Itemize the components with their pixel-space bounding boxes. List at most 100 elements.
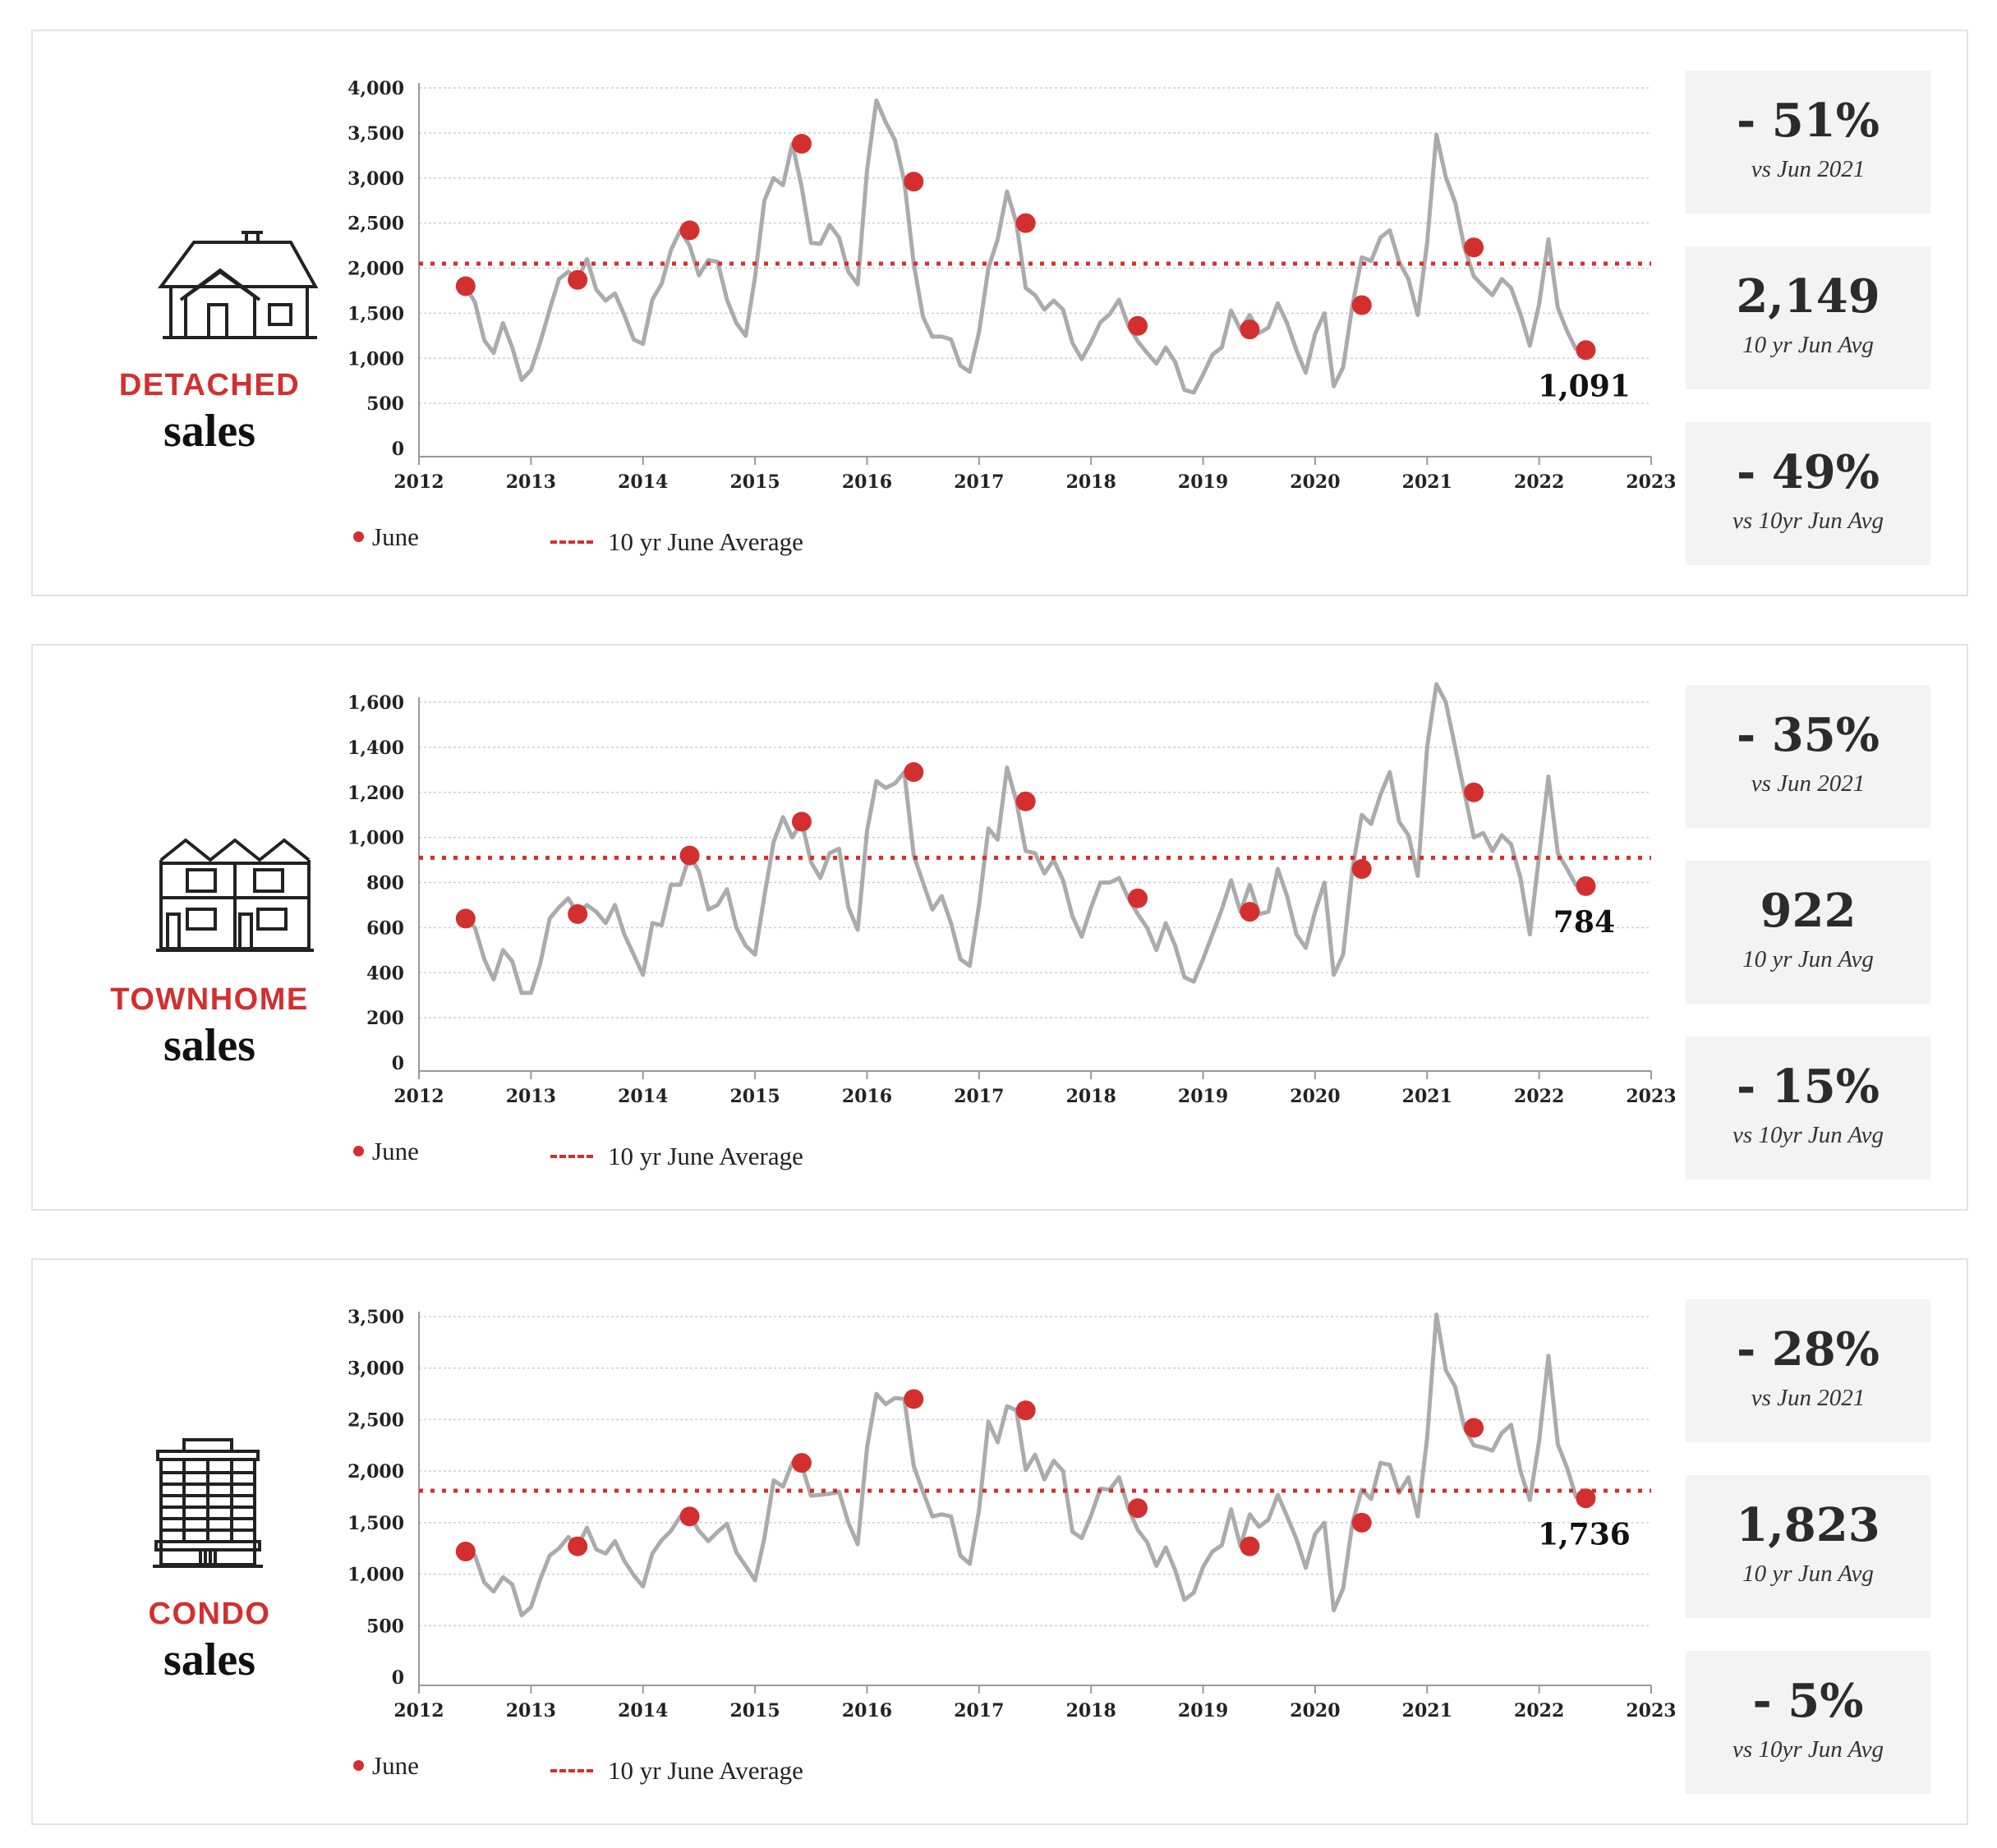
x-tick-label: 2021 xyxy=(1402,1086,1452,1107)
latest-june-value-label: 784 xyxy=(1553,905,1615,940)
x-tick-label: 2013 xyxy=(506,1086,556,1107)
y-tick-label: 3,000 xyxy=(347,1358,404,1380)
june-point xyxy=(1576,876,1596,896)
june-point xyxy=(791,811,812,832)
june-point xyxy=(1240,902,1260,922)
x-tick-label: 2019 xyxy=(1178,1700,1228,1722)
legend-dash-icon xyxy=(550,1154,593,1158)
x-tick-label: 2017 xyxy=(954,1086,1004,1107)
y-tick-label: 800 xyxy=(366,873,404,894)
stat-vs-last-year: - 51% vs Jun 2021 xyxy=(1686,71,1930,214)
y-tick-label: 1,200 xyxy=(347,783,404,804)
legend-average-label: 10 yr June Average xyxy=(608,1142,803,1170)
stat-value: 2,149 xyxy=(1736,269,1880,324)
june-point xyxy=(1351,1512,1372,1533)
sales-label: sales xyxy=(163,1020,255,1071)
june-point xyxy=(679,220,700,241)
x-tick-label: 2016 xyxy=(842,1086,892,1107)
x-tick-label: 2020 xyxy=(1290,1086,1340,1107)
stat-label: vs Jun 2021 xyxy=(1751,770,1866,797)
townhome-panel: TOWNHOME sales 0 200 400 600 800 1,000 1,200 1,… xyxy=(31,644,1968,1211)
latest-june-value-label: 1,736 xyxy=(1538,1517,1631,1551)
legend-average-label: 10 yr June Average xyxy=(608,527,803,556)
x-tick-label: 2018 xyxy=(1066,471,1116,493)
june-point xyxy=(1351,295,1372,315)
legend-june-label: June xyxy=(372,522,419,551)
legend-june: June xyxy=(353,522,419,552)
x-tick-label: 2014 xyxy=(618,1700,668,1722)
x-tick-label: 2012 xyxy=(393,1700,444,1722)
sales-label: sales xyxy=(163,1634,255,1685)
y-tick-label: 500 xyxy=(366,393,404,415)
june-point xyxy=(455,1541,476,1561)
legend-average: 10 yr June Average xyxy=(550,1142,803,1171)
stat-value: - 15% xyxy=(1737,1060,1880,1114)
stat-10yr-average: 1,823 10 yr Jun Avg xyxy=(1686,1475,1930,1618)
june-point xyxy=(679,845,700,866)
stat-value: - 51% xyxy=(1737,94,1880,148)
condo-sales-chart: 0 500 1,000 1,500 2,000 2,500 3,000 3,500 2012 20… xyxy=(347,1307,1676,1722)
stat-label: vs 10yr Jun Avg xyxy=(1732,1736,1884,1763)
legend-dot-icon xyxy=(353,1146,364,1157)
x-tick-label: 2016 xyxy=(842,1700,892,1722)
type-block: DETACHED sales xyxy=(82,208,337,457)
townhome-icon xyxy=(156,838,314,952)
june-point xyxy=(904,1389,924,1409)
condo-building-icon xyxy=(153,1438,263,1568)
y-tick-label: 500 xyxy=(366,1616,404,1637)
june-point xyxy=(679,1506,700,1527)
x-tick-label: 2014 xyxy=(618,471,668,493)
june-point xyxy=(568,903,588,924)
x-tick-label: 2022 xyxy=(1514,1086,1564,1107)
stat-value: 1,823 xyxy=(1736,1498,1880,1552)
y-tick-label: 1,000 xyxy=(347,828,404,849)
y-tick-label: 2,000 xyxy=(347,1461,404,1483)
x-tick-label: 2023 xyxy=(1626,1700,1676,1722)
stat-vs-10yr-average: - 5% vs 10yr Jun Avg xyxy=(1686,1651,1930,1794)
stat-label: 10 yr Jun Avg xyxy=(1742,946,1874,972)
latest-june-value-label: 1,091 xyxy=(1538,369,1631,403)
x-tick-label: 2012 xyxy=(393,471,444,493)
stat-vs-last-year: - 35% vs Jun 2021 xyxy=(1686,685,1930,828)
x-tick-label: 2023 xyxy=(1626,471,1676,493)
x-tick-label: 2023 xyxy=(1626,1086,1676,1107)
x-tick-label: 2015 xyxy=(729,471,780,493)
x-tick-label: 2018 xyxy=(1066,1700,1116,1722)
x-tick-label: 2017 xyxy=(954,471,1004,493)
june-point xyxy=(1576,340,1596,361)
y-tick-label: 1,500 xyxy=(347,1513,404,1534)
townhome-sales-chart: 0 200 400 600 800 1,000 1,200 1,400 1,600 2012 201… xyxy=(347,682,1676,1107)
y-tick-label: 2,500 xyxy=(347,214,404,235)
legend-dash-icon xyxy=(550,540,593,544)
x-tick-label: 2021 xyxy=(1402,471,1452,493)
stat-10yr-average: 2,149 10 yr Jun Avg xyxy=(1686,246,1930,389)
type-label: TOWNHOME xyxy=(110,982,309,1017)
legend-average-label: 10 yr June Average xyxy=(608,1756,803,1785)
y-tick-label: 1,000 xyxy=(347,348,404,370)
june-point xyxy=(568,1536,588,1556)
x-tick-label: 2014 xyxy=(618,1086,668,1107)
y-tick-label: 400 xyxy=(366,963,404,984)
y-tick-label: 4,000 xyxy=(347,78,404,99)
legend-average: 10 yr June Average xyxy=(550,1756,803,1786)
x-tick-label: 2016 xyxy=(842,471,892,493)
y-tick-label: 0 xyxy=(392,1053,404,1074)
june-point xyxy=(1015,213,1036,233)
monthly-sales-line xyxy=(464,1312,1579,1618)
x-tick-label: 2019 xyxy=(1178,1086,1228,1107)
y-tick-label: 3,000 xyxy=(347,168,404,190)
legend-dash-icon xyxy=(550,1768,593,1772)
type-block: CONDO sales xyxy=(82,1437,337,1685)
y-tick-label: 200 xyxy=(366,1008,404,1029)
condo-panel: CONDO sales 0 500 1,000 1,500 2,000 2,500 3,00… xyxy=(31,1258,1968,1825)
legend-june: June xyxy=(353,1137,419,1166)
stat-value: - 35% xyxy=(1737,708,1880,762)
june-point xyxy=(904,172,924,192)
x-tick-label: 2015 xyxy=(729,1086,780,1107)
x-tick-label: 2022 xyxy=(1514,1700,1564,1722)
stat-vs-last-year: - 28% vs Jun 2021 xyxy=(1686,1299,1930,1442)
stat-label: 10 yr Jun Avg xyxy=(1742,1561,1874,1587)
stat-label: vs 10yr Jun Avg xyxy=(1732,1122,1884,1148)
legend-average: 10 yr June Average xyxy=(550,527,803,557)
y-tick-label: 1,000 xyxy=(347,1565,404,1586)
